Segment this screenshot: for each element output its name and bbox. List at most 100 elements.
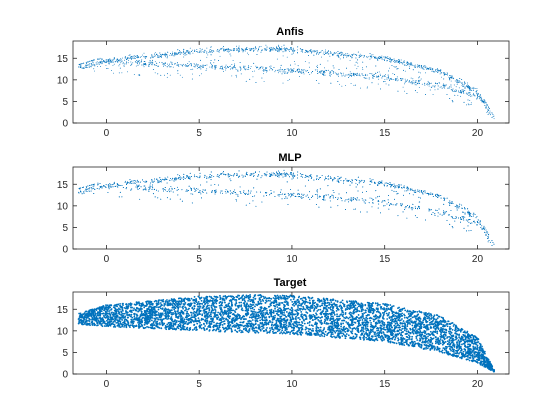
scatter-point <box>275 49 277 51</box>
scatter-point <box>118 72 120 74</box>
scatter-point <box>169 74 171 76</box>
scatter-point <box>272 49 274 51</box>
scatter-point <box>212 51 214 53</box>
scatter-point <box>321 174 323 176</box>
scatter-point <box>403 69 404 71</box>
scatter-point <box>220 190 222 192</box>
scatter-point <box>277 49 279 51</box>
scatter-point <box>420 78 422 80</box>
scatter-point <box>211 51 213 53</box>
scatter-point <box>255 48 257 50</box>
scatter-point <box>377 71 379 73</box>
scatter-point <box>278 69 280 71</box>
scatter-point <box>446 74 447 76</box>
scatter-point <box>186 50 188 51</box>
scatter-point <box>407 62 409 64</box>
scatter-point <box>280 71 282 73</box>
scatter-point <box>294 50 296 52</box>
scatter-point <box>404 90 406 92</box>
scatter-point <box>168 65 170 67</box>
scatter-point <box>130 59 132 61</box>
scatter-point <box>372 77 374 79</box>
scatter-point <box>450 89 452 91</box>
scatter-point <box>488 108 490 110</box>
scatter-point <box>93 68 95 70</box>
scatter-point <box>124 56 126 58</box>
scatter-point <box>404 190 406 192</box>
scatter-point <box>400 61 401 63</box>
scatter-point <box>195 50 197 52</box>
scatter-point <box>426 69 428 70</box>
scatter-point <box>89 63 91 65</box>
scatter-point <box>222 66 224 68</box>
scatter-point <box>313 49 315 51</box>
scatter-point <box>349 181 351 182</box>
scatter-point <box>379 57 381 59</box>
scatter-point <box>141 64 143 66</box>
scatter-point <box>88 66 90 68</box>
scatter-point <box>370 54 372 56</box>
scatter-point <box>471 95 473 97</box>
scatter-point <box>258 49 259 50</box>
scatter-point <box>378 58 380 60</box>
scatter-point <box>396 61 398 63</box>
scatter-point <box>386 77 388 79</box>
scatter-point <box>127 59 129 61</box>
scatter-point <box>179 64 181 66</box>
scatter-point <box>430 193 432 195</box>
scatter-point <box>333 71 335 73</box>
scatter-point <box>492 113 494 115</box>
scatter-point <box>270 47 272 49</box>
scatter-point <box>316 65 318 67</box>
scatter-point <box>301 174 303 176</box>
scatter-point <box>329 51 331 53</box>
scatter-point <box>100 58 102 60</box>
scatter-point <box>360 55 362 57</box>
scatter-point <box>132 57 134 59</box>
scatter-point <box>365 66 367 68</box>
scatter-point <box>316 191 318 193</box>
scatter-point <box>171 51 173 53</box>
scatter-point <box>469 87 470 88</box>
scatter-point <box>94 64 95 66</box>
scatter-point <box>453 84 455 86</box>
scatter-point <box>340 72 342 74</box>
scatter-point <box>138 60 140 62</box>
scatter-point <box>163 64 165 66</box>
scatter-point <box>474 95 476 97</box>
scatter-point <box>338 53 340 55</box>
scatter-point <box>88 65 90 67</box>
scatter-point <box>309 73 311 75</box>
scatter-point <box>259 68 261 70</box>
scatter-point <box>244 65 246 67</box>
scatter-point <box>110 59 112 61</box>
scatter-point <box>425 66 427 68</box>
scatter-point <box>320 72 322 74</box>
scatter-point <box>227 67 229 69</box>
scatter-point <box>361 67 363 69</box>
scatter-point <box>284 69 285 71</box>
scatter-point <box>480 96 482 98</box>
scatter-point <box>126 57 128 59</box>
scatter-point <box>359 53 361 55</box>
scatter-point <box>199 48 201 49</box>
scatter-point <box>127 62 129 64</box>
scatter-point <box>107 61 109 63</box>
scatter-point <box>324 51 326 53</box>
scatter-point <box>256 53 258 55</box>
scatter-point <box>112 61 114 63</box>
scatter-point <box>217 60 219 61</box>
scatter-point <box>122 57 124 59</box>
scatter-point <box>183 51 185 53</box>
scatter-point <box>160 56 162 58</box>
scatter-point <box>314 194 316 195</box>
scatter-point <box>470 102 472 104</box>
scatter-point <box>291 70 293 72</box>
scatter-point <box>296 70 298 72</box>
scatter-point <box>341 53 343 55</box>
scatter-point <box>408 81 410 83</box>
scatter-point <box>365 73 367 75</box>
scatter-point <box>192 52 194 54</box>
